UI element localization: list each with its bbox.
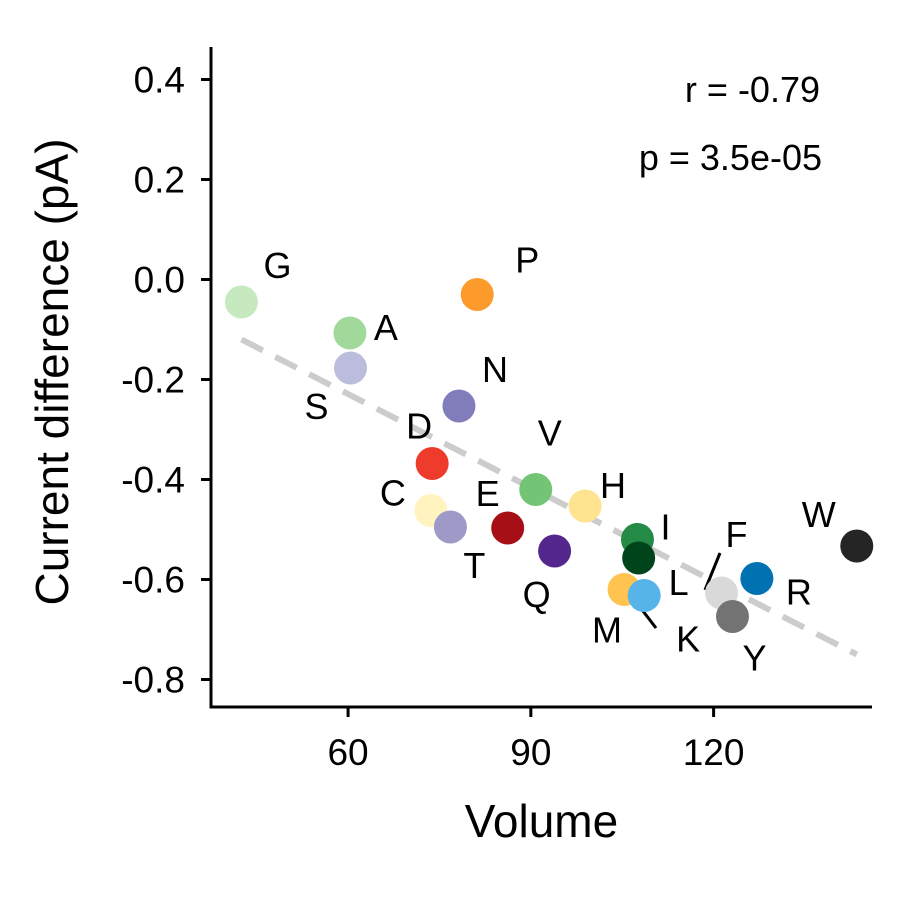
data-point-g — [224, 285, 258, 319]
y-tick-label: 0.0 — [134, 260, 185, 301]
data-point-y — [715, 600, 749, 633]
correlation-r-text: r = -0.79 — [685, 69, 820, 110]
point-label-f: F — [726, 514, 748, 555]
data-point-t — [433, 510, 467, 544]
point-label-t: T — [463, 545, 485, 586]
y-tick-label: 0.2 — [134, 160, 185, 201]
point-label-p: P — [515, 240, 539, 281]
point-labels-layer: G A S P N D VH C ETQ IL M K F YRW — [263, 240, 835, 679]
data-point-q — [538, 534, 572, 568]
data-point-a — [333, 316, 367, 350]
point-label-a: A — [374, 307, 398, 348]
point-label-v: V — [538, 413, 562, 454]
y-tick-label: -0.6 — [121, 560, 185, 601]
leader-line-f — [703, 552, 722, 591]
data-point-d — [415, 447, 449, 480]
x-tick-label: 60 — [327, 732, 368, 773]
data-point-r — [740, 562, 774, 595]
point-label-y: Y — [742, 638, 766, 679]
x-axis-title: Volume — [465, 795, 618, 847]
data-point-e — [491, 511, 525, 545]
point-label-d: D — [406, 406, 432, 447]
point-label-m: M — [592, 610, 622, 651]
data-point-h — [568, 489, 602, 523]
point-label-i: I — [660, 507, 670, 548]
point-label-s: S — [305, 386, 329, 427]
y-tick-label: -0.4 — [121, 460, 185, 501]
y-tick-label: -0.2 — [121, 360, 185, 401]
data-point-w — [840, 529, 874, 563]
x-tick-label: 120 — [683, 732, 745, 773]
point-label-w: W — [802, 494, 836, 535]
points-layer — [224, 278, 874, 633]
data-point-p — [460, 278, 494, 311]
data-point-l — [622, 541, 656, 575]
point-label-h: H — [600, 465, 626, 506]
point-label-q: Q — [523, 574, 551, 615]
x-tick-label: 90 — [510, 732, 551, 773]
point-label-r: R — [786, 572, 812, 613]
data-point-n — [442, 389, 476, 423]
point-label-e: E — [476, 473, 500, 514]
p-value-text: p = 3.5e-05 — [639, 137, 822, 178]
point-label-k: K — [676, 619, 700, 660]
point-label-l: L — [669, 562, 689, 603]
point-label-g: G — [263, 245, 291, 286]
data-point-v — [519, 473, 553, 506]
y-axis-title: Current difference (pA) — [26, 138, 78, 605]
y-tick-label: 0.4 — [134, 60, 185, 101]
point-label-n: N — [482, 349, 508, 390]
axes-layer — [209, 47, 872, 709]
point-label-c: C — [380, 473, 406, 514]
y-tick-label: -0.8 — [121, 660, 185, 701]
data-point-s — [334, 351, 368, 385]
ticks-layer: 60 90 120 0.4 0.2 0.0 -0.2 -0.4 -0.6 -0.8 — [121, 60, 744, 774]
data-point-k — [627, 579, 661, 612]
